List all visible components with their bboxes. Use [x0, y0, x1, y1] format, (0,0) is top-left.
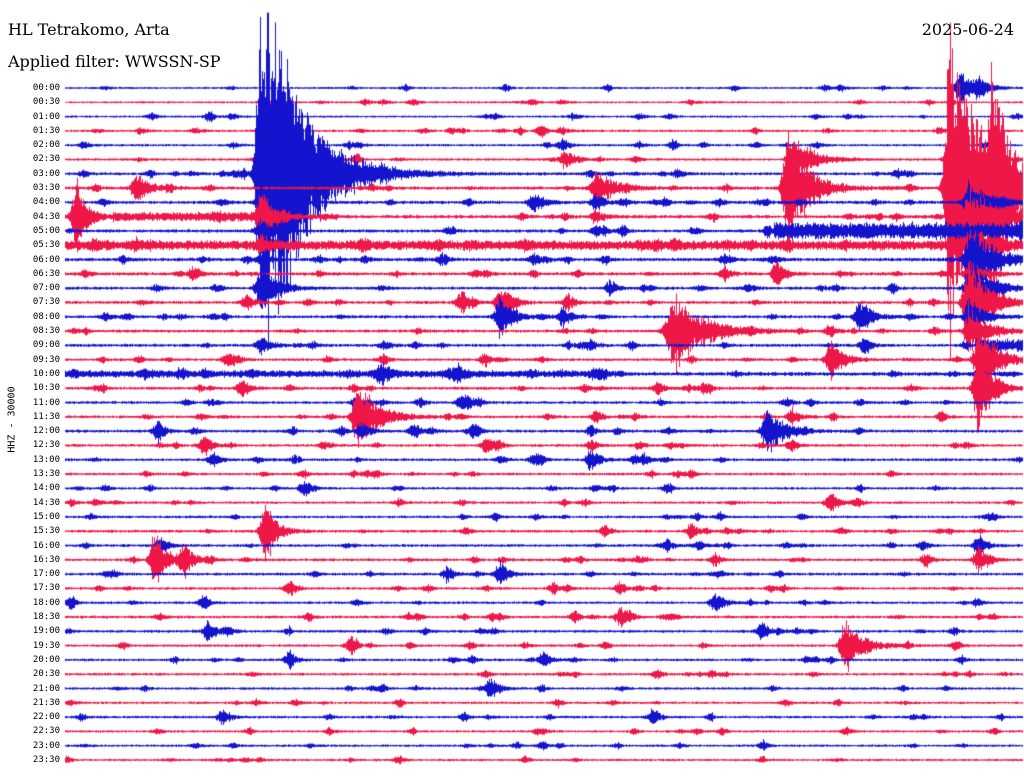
time-tick-label: 20:00: [32, 654, 60, 665]
time-tick-label: 21:00: [32, 683, 60, 694]
time-tick-label: 09:30: [32, 354, 60, 365]
time-tick-label: 04:30: [32, 211, 60, 222]
time-tick-label: 03:30: [32, 183, 60, 194]
time-tick-label: 07:00: [32, 283, 60, 294]
time-tick-label: 12:30: [32, 440, 60, 451]
time-tick-label: 04:00: [32, 197, 60, 208]
time-tick-label: 11:00: [32, 397, 60, 408]
time-tick-label: 15:00: [32, 511, 60, 522]
time-tick-label: 11:30: [32, 411, 60, 422]
time-tick-label: 03:00: [32, 168, 60, 179]
time-tick-label: 06:00: [32, 254, 60, 265]
time-tick-label: 23:00: [32, 740, 60, 751]
time-tick-label: 17:30: [32, 583, 60, 594]
time-axis: 00:00 00:30 01:00 01:30 02:00 02:30 03:00 03:30…: [0, 0, 62, 780]
time-tick-label: 00:00: [32, 83, 60, 93]
time-tick-label: 17:00: [32, 569, 60, 580]
time-tick-label: 18:30: [32, 612, 60, 623]
time-tick-label: 10:30: [32, 383, 60, 394]
time-tick-label: 14:00: [32, 483, 60, 494]
time-tick-label: 15:30: [32, 526, 60, 537]
time-tick-label: 19:30: [32, 640, 60, 651]
time-tick-label: 05:00: [32, 225, 60, 236]
station-title: HL Tetrakomo, Arta: [8, 20, 170, 39]
time-tick-label: 22:00: [32, 712, 60, 723]
time-tick-label: 08:00: [32, 311, 60, 322]
time-tick-label: 16:30: [32, 554, 60, 565]
time-tick-label: 10:00: [32, 368, 60, 379]
time-tick-label: 02:00: [32, 140, 60, 151]
time-tick-label: 13:30: [32, 469, 60, 480]
time-tick-label: 07:30: [32, 297, 60, 308]
time-tick-label: 14:30: [32, 497, 60, 508]
time-tick-label: 00:30: [32, 97, 60, 108]
time-tick-label: 06:30: [32, 268, 60, 279]
time-tick-label: 12:00: [32, 426, 60, 437]
time-tick-label: 01:00: [32, 111, 60, 122]
time-tick-label: 23:30: [32, 755, 60, 765]
time-tick-label: 09:00: [32, 340, 60, 351]
time-tick-label: 21:30: [32, 697, 60, 708]
time-tick-label: 20:30: [32, 669, 60, 680]
time-tick-label: 02:30: [32, 154, 60, 165]
time-tick-label: 18:00: [32, 597, 60, 608]
time-tick-label: 22:30: [32, 726, 60, 737]
time-tick-label: 08:30: [32, 326, 60, 337]
time-tick-label: 19:00: [32, 626, 60, 637]
time-tick-label: 13:00: [32, 454, 60, 465]
date-label: 2025-06-24: [921, 20, 1014, 39]
filter-label: Applied filter: WWSSN-SP: [8, 52, 221, 71]
time-tick-label: 01:30: [32, 125, 60, 136]
time-tick-label: 05:30: [32, 240, 60, 251]
time-tick-label: 16:00: [32, 540, 60, 551]
